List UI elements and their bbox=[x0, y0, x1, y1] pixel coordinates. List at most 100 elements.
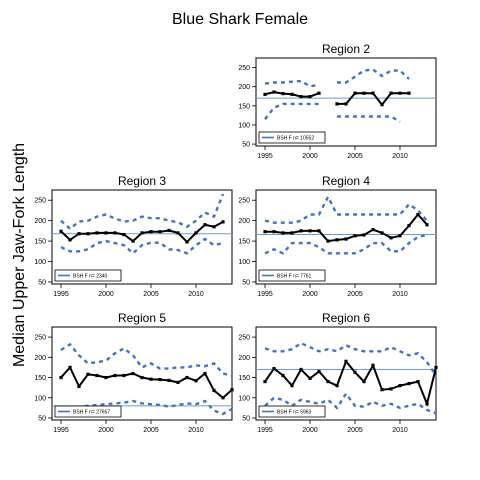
data-point bbox=[317, 369, 321, 374]
data-point bbox=[158, 377, 162, 382]
panel-title: Region 2 bbox=[322, 42, 370, 56]
data-point bbox=[326, 239, 330, 243]
series-line-lower bbox=[60, 237, 224, 255]
data-point bbox=[407, 223, 411, 228]
data-point bbox=[185, 375, 189, 380]
data-point bbox=[380, 388, 384, 392]
data-point bbox=[122, 232, 126, 237]
series-line-lower bbox=[264, 391, 437, 415]
data-point bbox=[380, 103, 384, 107]
data-point bbox=[59, 375, 63, 380]
data-point bbox=[425, 223, 429, 227]
data-point bbox=[416, 212, 420, 217]
plot-frame bbox=[255, 326, 437, 421]
x-tick-label: 2005 bbox=[347, 153, 363, 160]
data-point bbox=[140, 231, 144, 235]
data-point bbox=[308, 95, 312, 99]
data-point bbox=[389, 387, 393, 391]
figure-title: Blue Shark Female bbox=[172, 11, 308, 28]
y-tick-label: 200 bbox=[238, 218, 250, 225]
data-point bbox=[272, 230, 276, 234]
plot-frame bbox=[51, 326, 233, 421]
legend-box bbox=[258, 269, 326, 282]
y-tick-label: 200 bbox=[34, 218, 46, 225]
data-point bbox=[281, 373, 285, 378]
series-line-upper bbox=[264, 79, 320, 88]
y-tick-label: 250 bbox=[238, 65, 250, 72]
y-axis-title: Median Upper Jaw-Fork Length bbox=[11, 143, 28, 367]
data-point bbox=[317, 91, 321, 95]
panel-title: Region 4 bbox=[322, 174, 370, 188]
legend-label: BSH F n= 2340 bbox=[73, 274, 108, 280]
y-tick-label: 250 bbox=[238, 335, 250, 342]
x-tick-label: 2000 bbox=[98, 427, 114, 434]
x-tick-label: 2010 bbox=[188, 427, 204, 434]
data-point bbox=[104, 231, 108, 235]
data-point bbox=[416, 379, 420, 384]
legend-label: BSH F n= 27657 bbox=[73, 410, 110, 416]
data-point bbox=[344, 102, 348, 106]
data-point bbox=[434, 365, 438, 370]
data-point bbox=[389, 91, 393, 95]
series-line-upper bbox=[337, 68, 410, 84]
y-tick-label: 50 bbox=[38, 415, 46, 422]
data-point bbox=[398, 91, 402, 95]
data-point bbox=[344, 359, 348, 363]
data-point bbox=[86, 372, 90, 376]
panels: Region 2 50 100 150 200 250 1995 2000 2005 2010 BS… bbox=[34, 42, 438, 434]
series-line-lower bbox=[264, 102, 319, 120]
x-tick-label: 2005 bbox=[143, 427, 159, 434]
panel-3: Region 4 50 100 150 200 250 1995 2000 2005 2010 BS… bbox=[238, 174, 437, 298]
data-point bbox=[77, 232, 81, 236]
data-point bbox=[221, 220, 225, 224]
data-point bbox=[425, 402, 429, 406]
x-tick-label: 2005 bbox=[143, 291, 159, 298]
x-tick-label: 2000 bbox=[302, 291, 318, 298]
data-point bbox=[158, 230, 162, 234]
y-tick-label: 150 bbox=[34, 375, 46, 382]
data-point bbox=[203, 371, 207, 376]
data-point bbox=[263, 379, 267, 384]
x-tick-label: 1995 bbox=[53, 427, 69, 434]
data-point bbox=[221, 396, 225, 400]
y-tick-label: 200 bbox=[238, 84, 250, 91]
data-point bbox=[194, 231, 198, 235]
data-point bbox=[212, 225, 216, 229]
plot-frame bbox=[255, 57, 437, 147]
y-tick-label: 50 bbox=[242, 279, 250, 286]
data-point bbox=[362, 379, 366, 384]
y-tick-label: 100 bbox=[238, 395, 250, 402]
data-point bbox=[131, 239, 135, 243]
series-line-upper bbox=[264, 194, 428, 224]
data-point bbox=[353, 370, 357, 374]
data-point bbox=[317, 229, 321, 233]
data-point bbox=[122, 373, 126, 378]
x-tick-label: 2000 bbox=[302, 153, 318, 160]
data-point bbox=[113, 373, 117, 378]
series-line-lower bbox=[337, 115, 401, 123]
data-point bbox=[326, 379, 330, 384]
plot-frame bbox=[255, 189, 437, 285]
data-point bbox=[398, 384, 402, 388]
data-point bbox=[149, 377, 153, 381]
data-point bbox=[149, 230, 153, 234]
x-tick-label: 1995 bbox=[53, 291, 69, 298]
x-tick-label: 1995 bbox=[257, 427, 273, 434]
data-point bbox=[362, 233, 366, 237]
data-point bbox=[68, 365, 72, 370]
data-point bbox=[407, 91, 411, 95]
data-point bbox=[371, 228, 375, 232]
data-point bbox=[272, 90, 276, 94]
data-point bbox=[167, 378, 171, 382]
y-tick-label: 100 bbox=[34, 395, 46, 402]
series-line-upper bbox=[60, 193, 225, 231]
data-point bbox=[344, 237, 348, 241]
data-point bbox=[104, 375, 108, 380]
y-tick-label: 50 bbox=[242, 142, 250, 149]
x-tick-label: 2010 bbox=[188, 291, 204, 298]
data-point bbox=[230, 388, 234, 392]
data-point bbox=[176, 380, 180, 384]
data-point bbox=[290, 92, 294, 96]
panel-4: Region 5 50 100 150 200 250 1995 2000 2005 2010 BS… bbox=[34, 311, 234, 434]
